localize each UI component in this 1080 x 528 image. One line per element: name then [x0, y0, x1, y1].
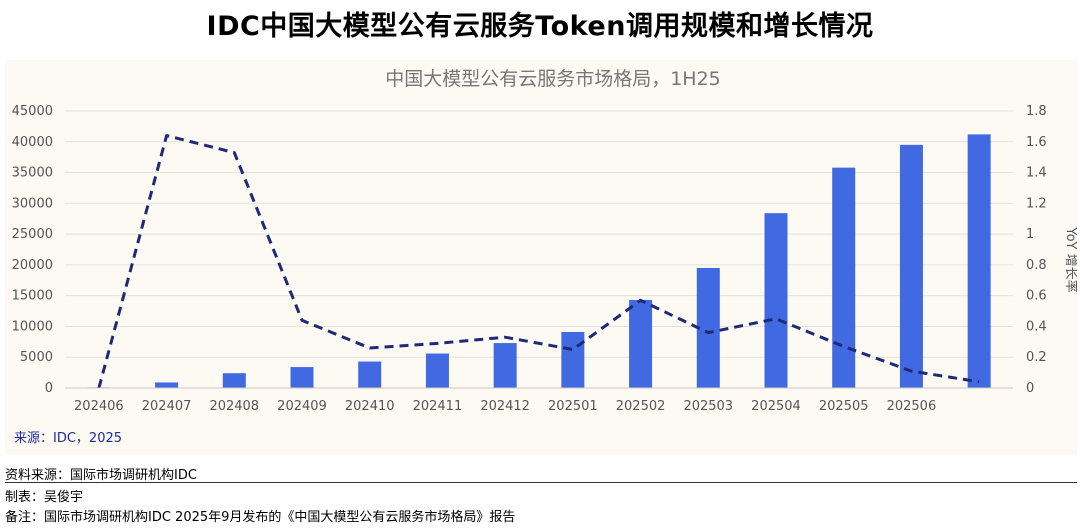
bar-202408: [222, 373, 246, 388]
right-tick-label: 1.2: [1026, 196, 1047, 211]
right-tick-label: 1: [1026, 227, 1034, 242]
right-tick-label: 1.6: [1026, 135, 1047, 150]
left-tick-label: 35000: [12, 166, 53, 181]
left-tick-label: 5000: [20, 350, 53, 365]
bar-202503: [696, 267, 720, 388]
left-tick-label: 45000: [12, 104, 53, 119]
bar-202504: [764, 213, 788, 388]
page-title: IDC中国大模型公有云服务Token调用规模和增长情况: [206, 11, 874, 42]
footer-divider: [5, 482, 1077, 483]
bar-202505: [832, 167, 856, 388]
left-tick-label: 0: [45, 381, 53, 396]
yoy-growth-line: [97, 134, 980, 389]
chart-title: 中国大模型公有云服务市场格局，1H25: [385, 68, 721, 90]
right-tick-label: 0: [1026, 381, 1034, 396]
chart-svg: 中国大模型公有云服务市场格局，1H25 0 5000 10000 15000 20000…: [12, 68, 1077, 446]
axis-layer: 0 5000 10000 15000 20000 25000 30000 35000 40000…: [12, 104, 1047, 414]
left-tick-label: 15000: [12, 289, 53, 304]
footer-source: 资料来源：国际市场调研机构IDC: [5, 468, 197, 483]
category-label: 202504: [751, 399, 801, 414]
left-tick-label: 20000: [12, 258, 53, 273]
right-tick-label: 1.4: [1026, 166, 1047, 181]
bar-202407: [155, 382, 179, 388]
bar-layer: [87, 134, 991, 388]
grid-layer: [65, 110, 1013, 389]
right-tick-label: 0.8: [1026, 258, 1047, 273]
category-label: 202503: [683, 399, 733, 414]
category-label: 202412: [480, 399, 530, 414]
category-label: 202505: [819, 399, 869, 414]
category-label: 202408: [209, 399, 259, 414]
bar-202502: [629, 299, 653, 388]
chart-panel: 中国大模型公有云服务市场格局，1H25 0 5000 10000 15000 20000…: [5, 60, 1077, 455]
footer-author: 制表：吴俊宇: [5, 490, 84, 505]
left-tick-label: 10000: [12, 319, 53, 334]
bar-extra: [967, 134, 991, 388]
left-tick-label: 30000: [12, 196, 53, 211]
category-label: 202502: [616, 399, 666, 414]
category-label: 202407: [142, 399, 192, 414]
category-label: 202506: [887, 399, 937, 414]
bar-202411: [425, 353, 449, 388]
category-label: 202411: [413, 399, 463, 414]
right-tick-label: 0.2: [1026, 350, 1047, 365]
left-tick-label: 40000: [12, 135, 53, 150]
bar-202501: [561, 331, 585, 388]
right-axis-title: YoY 增长率: [1063, 226, 1077, 292]
bar-202506: [899, 144, 923, 388]
right-tick-label: 0.6: [1026, 289, 1047, 304]
category-label: 202406: [74, 399, 124, 414]
line-layer: [97, 134, 980, 389]
right-tick-label: 0.4: [1026, 319, 1047, 334]
chart-source-label: 来源：IDC，2025: [14, 431, 122, 446]
bar-202409: [290, 367, 314, 388]
category-label: 202410: [345, 399, 395, 414]
category-label: 202501: [548, 399, 598, 414]
footer-remark: 备注：国际市场调研机构IDC 2025年9月发布的《中国大模型公有云服务市场格局…: [5, 510, 516, 525]
left-tick-label: 25000: [12, 227, 53, 242]
category-label: 202409: [277, 399, 327, 414]
right-tick-label: 1.8: [1026, 104, 1047, 119]
bar-202410: [358, 361, 382, 388]
bar-202412: [493, 343, 517, 388]
